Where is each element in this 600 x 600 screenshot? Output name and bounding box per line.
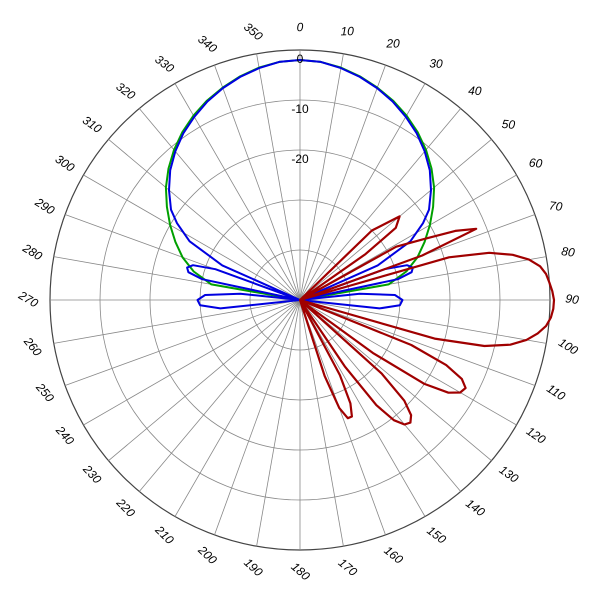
- angle-tick-label: 0: [296, 20, 303, 34]
- angle-tick-label: 190: [241, 555, 265, 579]
- angle-tick-label: 160: [381, 543, 406, 567]
- angle-tick-label: 230: [80, 461, 105, 486]
- radial-tick-label: 0: [297, 52, 304, 66]
- angle-tick-label: 170: [336, 555, 361, 579]
- grid-spoke: [300, 300, 461, 492]
- angle-tick-label: 100: [556, 335, 581, 358]
- radial-tick-label: -20: [291, 152, 309, 166]
- radial-tick-label: -10: [291, 102, 309, 116]
- angle-tick-label: 200: [195, 542, 220, 567]
- angle-tick-label: 180: [288, 560, 313, 584]
- series-red: [300, 216, 554, 424]
- angle-tick-label: 30: [429, 56, 443, 70]
- angle-tick-label: 20: [385, 37, 400, 51]
- angle-tick-label: 260: [20, 334, 44, 359]
- angle-tick-label: 240: [53, 423, 78, 448]
- angle-tick-label: 210: [152, 522, 177, 547]
- angle-tick-label: 60: [528, 156, 543, 171]
- polar-antenna-chart: 0 10 20 30 40 50 60 70 80 90 100 110 120130 140 150 160…: [0, 0, 600, 600]
- angle-tick-label: 340: [195, 32, 220, 56]
- angle-tick-label: 310: [80, 113, 105, 136]
- grid-spoke: [300, 139, 492, 300]
- angle-tick-label: 320: [113, 79, 138, 102]
- angle-tick-label: 250: [33, 380, 57, 405]
- angle-tick-label: 70: [548, 198, 563, 213]
- angle-tick-label: 80: [560, 244, 575, 260]
- angle-tick-label: 220: [113, 495, 138, 520]
- angle-tick-label: 10: [340, 24, 354, 38]
- angle-tick-label: 140: [463, 496, 488, 519]
- angle-tick-label: 130: [497, 463, 522, 486]
- angle-tick-label: 40: [468, 83, 482, 98]
- angle-tick-label: 90: [564, 291, 580, 307]
- angle-tick-label: 110: [544, 381, 568, 403]
- angle-tick-label: 120: [524, 424, 549, 447]
- angle-tick-label: 150: [424, 523, 449, 547]
- angle-tick-label: 300: [53, 152, 78, 175]
- grid-spoke: [108, 139, 300, 300]
- grid-spoke: [108, 300, 300, 461]
- angle-tick-label: 280: [20, 240, 46, 263]
- grid-spoke: [139, 300, 300, 492]
- angle-tick-label: 270: [15, 288, 40, 311]
- angle-tick-label: 350: [241, 20, 266, 44]
- angle-tick-label: 290: [32, 194, 58, 217]
- angle-tick-label: 50: [501, 117, 516, 132]
- angle-tick-label: 330: [152, 52, 177, 76]
